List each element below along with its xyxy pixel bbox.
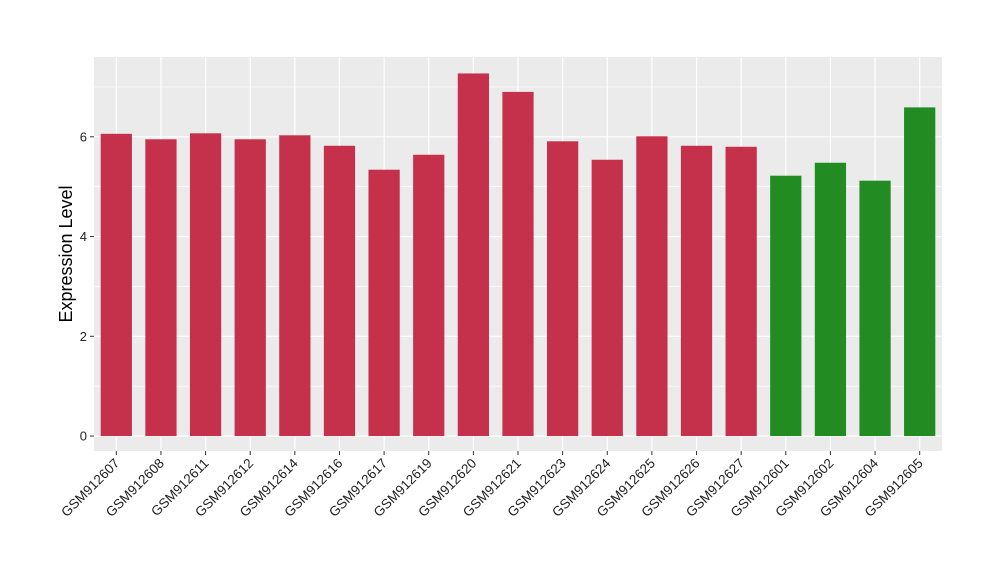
y-tick-label: 4 — [80, 229, 87, 244]
bar-GSM912624 — [591, 159, 623, 437]
bar-GSM912604 — [859, 180, 891, 437]
bar-GSM912616 — [323, 145, 356, 437]
bar-GSM912607 — [100, 133, 132, 437]
bar-GSM912602 — [814, 162, 847, 437]
y-tick-label: 6 — [80, 129, 87, 144]
y-axis: 0 2 4 6 — [80, 129, 94, 444]
y-tick-label: 0 — [80, 429, 87, 444]
bar-GSM912627 — [725, 146, 757, 437]
bar-GSM912621 — [502, 91, 534, 437]
bars — [100, 73, 936, 437]
bar-GSM912626 — [680, 145, 713, 437]
x-axis: GSM912607GSM912608GSM912611GSM912612GSM9… — [58, 451, 926, 520]
bar-GSM912617 — [368, 169, 400, 437]
bar-GSM912614 — [279, 135, 311, 437]
bar-GSM912611 — [189, 133, 222, 437]
bar-GSM912608 — [145, 139, 177, 437]
y-tick-label: 2 — [80, 329, 87, 344]
bar-GSM912612 — [234, 139, 266, 437]
bar-GSM912619 — [413, 154, 445, 437]
bar-GSM912620 — [457, 73, 489, 437]
bar-GSM912623 — [547, 141, 579, 437]
y-axis-label: Expression Level — [56, 185, 76, 322]
bar-GSM912601 — [770, 175, 802, 437]
bar-GSM912605 — [904, 107, 936, 437]
bar-GSM912625 — [636, 136, 668, 437]
